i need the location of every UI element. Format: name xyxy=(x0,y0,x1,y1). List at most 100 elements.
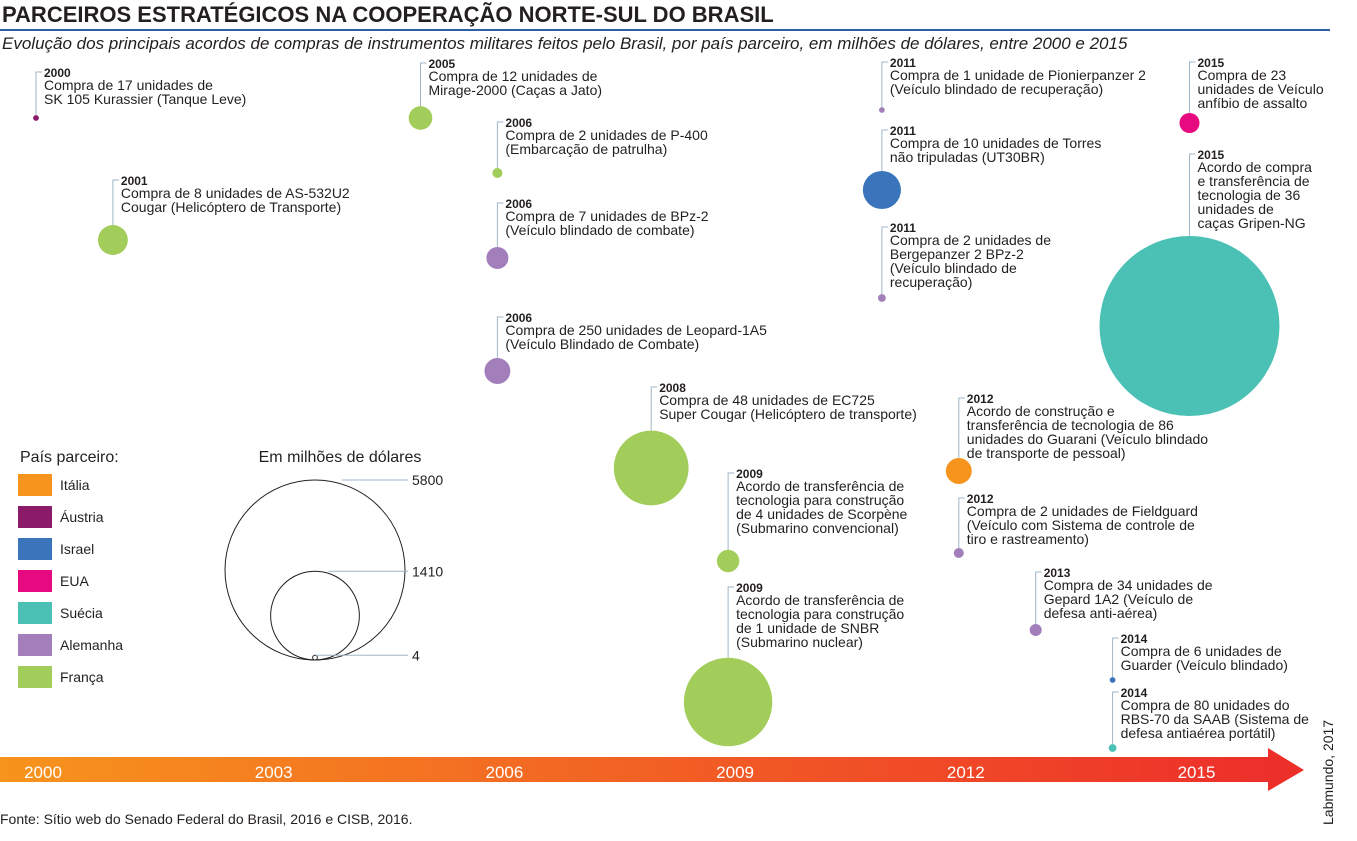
timeline-year: 2012 xyxy=(947,763,985,782)
timeline-year: 2015 xyxy=(1178,763,1216,782)
leader-line xyxy=(958,497,965,548)
leader-line xyxy=(496,202,504,247)
item-text: caças Gripen-NG xyxy=(1198,215,1306,231)
item-text: (Veículo Blindado de Combate) xyxy=(505,336,699,352)
size-legend-circle xyxy=(224,479,406,661)
size-legend-label: 4 xyxy=(412,647,420,663)
item-year: 2015 xyxy=(1198,148,1225,162)
item-text: Compra de 23 xyxy=(1198,67,1287,83)
bubble xyxy=(1108,744,1117,752)
leader-line xyxy=(881,226,888,295)
item-text: (Veículo blindado de combate) xyxy=(505,222,694,238)
item-text: Guarder (Veículo blindado) xyxy=(1121,657,1288,673)
leader-line xyxy=(496,316,504,359)
leader-line xyxy=(958,397,965,459)
item-text: Bergepanzer 2 BPz-2 xyxy=(890,246,1024,262)
item-text: Gepard 1A2 (Veículo de xyxy=(1044,591,1194,607)
item-text: Compra de 34 unidades de xyxy=(1044,577,1213,593)
size-legend-circle xyxy=(270,570,360,661)
item-text: Compra de 6 unidades de xyxy=(1121,643,1282,659)
size-legend-circle xyxy=(312,654,318,661)
leader-line xyxy=(1189,153,1196,236)
item-text: unidades de xyxy=(1198,201,1275,217)
bubble xyxy=(1099,236,1280,416)
legend-swatch xyxy=(18,602,52,624)
item-text: SK 105 Kurassier (Tanque Leve) xyxy=(44,91,246,107)
item-text: tecnologia de 36 xyxy=(1198,187,1301,203)
legend-label: Itália xyxy=(60,477,90,493)
source: Fonte: Sítio web do Senado Federal do Br… xyxy=(0,811,412,827)
item-year: 2001 xyxy=(121,174,148,188)
bubble xyxy=(1029,623,1042,637)
item-text: de 4 unidades de Scorpène xyxy=(736,506,907,522)
leader-line xyxy=(1035,571,1042,624)
leader-line xyxy=(727,472,735,550)
item-text: (Veículo blindado de recuperação) xyxy=(890,81,1103,97)
item-year: 2000 xyxy=(44,66,71,80)
item-text: de 1 unidade de SNBR xyxy=(736,620,879,636)
bubble xyxy=(492,167,503,179)
item-text: Compra de 17 unidades de xyxy=(44,77,213,93)
leader-line xyxy=(496,121,504,168)
legend-label: Suécia xyxy=(60,605,103,621)
item-year: 2009 xyxy=(736,467,763,481)
item-year: 2005 xyxy=(429,57,456,71)
legend-label: EUA xyxy=(60,573,89,589)
item-text: Compra de 48 unidades de EC725 xyxy=(659,392,875,408)
item-text: Acordo de transferência de xyxy=(736,592,904,608)
legend-swatch xyxy=(18,538,52,560)
item-text: tiro e rastreamento) xyxy=(967,531,1089,547)
legend-swatch xyxy=(18,634,52,656)
leader-line xyxy=(727,586,735,658)
credit: Labmundo, 2017 xyxy=(1320,720,1336,825)
item-text: unidades de Veículo xyxy=(1198,81,1324,97)
item-text: Acordo de transferência de xyxy=(736,478,904,494)
item-year: 2006 xyxy=(505,197,532,211)
item-text: não tripuladas (UT30BR) xyxy=(890,149,1045,165)
legend-title: País parceiro: xyxy=(20,449,119,466)
item-text: (Submarino convencional) xyxy=(736,520,899,536)
leader-line xyxy=(420,62,427,107)
item-text: Super Cougar (Helicóptero de transporte) xyxy=(659,406,917,422)
subtitle: Evolução dos principais acordos de compr… xyxy=(2,34,1128,53)
item-year: 2008 xyxy=(659,381,686,395)
item-year: 2011 xyxy=(890,124,916,138)
size-legend-label: 5800 xyxy=(412,472,443,488)
leader-line xyxy=(881,129,888,171)
bubble xyxy=(716,549,740,573)
item-year: 2012 xyxy=(967,392,994,406)
item-year: 2014 xyxy=(1121,632,1148,646)
leader-line xyxy=(35,71,42,116)
size-legend-title: Em milhões de dólares xyxy=(259,449,422,466)
title: PARCEIROS ESTRATÉGICOS NA COOPERAÇÃO NOR… xyxy=(2,2,774,27)
item-year: 2009 xyxy=(736,581,763,595)
item-text: Compra de 80 unidades do xyxy=(1121,697,1290,713)
leader-line xyxy=(650,386,658,431)
item-year: 2011 xyxy=(890,221,916,235)
bubble xyxy=(97,225,128,255)
size-legend-label: 1410 xyxy=(412,563,443,579)
item-text: defesa anti-aérea) xyxy=(1044,605,1158,621)
item-text: Compra de 7 unidades de BPz-2 xyxy=(505,208,708,224)
bubble xyxy=(613,430,689,506)
bubble xyxy=(862,170,901,210)
legend-swatch xyxy=(18,474,52,496)
timeline-year: 2000 xyxy=(24,763,62,782)
leader-line xyxy=(881,61,888,108)
item-text: Compra de 1 unidade de Pionierpanzer 2 xyxy=(890,67,1146,83)
item-text: RBS-70 da SAAB (Sistema de xyxy=(1121,711,1310,727)
bubble xyxy=(486,246,509,270)
item-text: (Submarino nuclear) xyxy=(736,634,863,650)
legend-label: Áustria xyxy=(60,509,104,525)
timeline-year: 2003 xyxy=(255,763,293,782)
bubble xyxy=(683,657,773,747)
item-year: 2015 xyxy=(1198,56,1225,70)
item-text: Compra de 2 unidades de P-400 xyxy=(505,127,708,143)
item-text: unidades do Guarani (Veículo blindado xyxy=(967,431,1209,447)
bubble xyxy=(33,115,39,121)
item-text: anfíbio de assalto xyxy=(1198,95,1308,111)
bubble xyxy=(879,107,885,113)
leader-line xyxy=(1112,691,1119,745)
bubble xyxy=(953,547,964,559)
item-text: Acordo de construção e xyxy=(967,403,1115,419)
